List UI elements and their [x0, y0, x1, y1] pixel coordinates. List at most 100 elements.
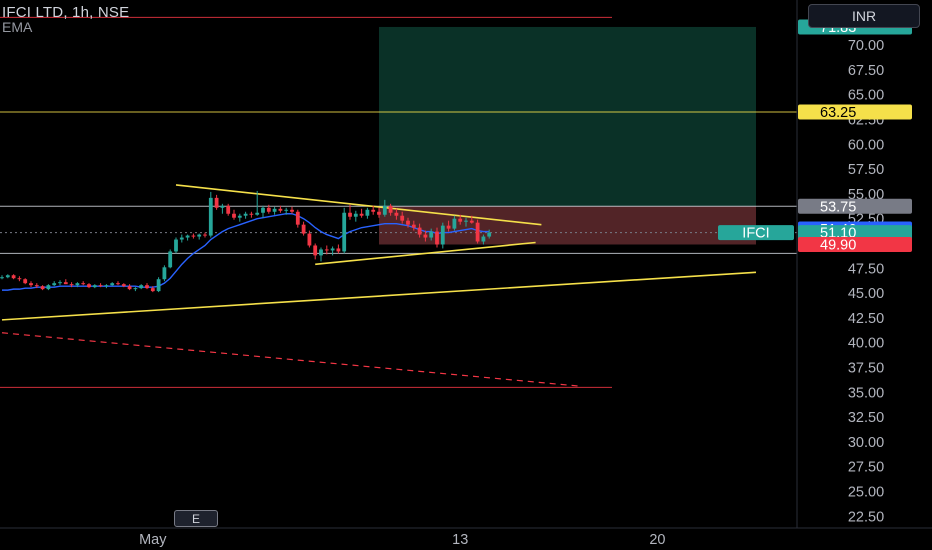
- candle-body: [63, 282, 68, 285]
- candle-body: [359, 213, 364, 216]
- price-tag-box: [798, 236, 912, 252]
- candle-body: [272, 208, 277, 212]
- candle-body: [145, 285, 149, 289]
- price-tick-label: 25.00: [848, 485, 884, 501]
- candle-body: [29, 283, 33, 286]
- candle-body: [23, 279, 28, 284]
- price-tag-box: [798, 104, 912, 120]
- candle-body: [249, 213, 254, 215]
- candle-body: [11, 275, 16, 279]
- candle-body: [156, 279, 161, 292]
- candle-body: [348, 212, 352, 217]
- price-tick-label: 45.00: [848, 286, 884, 302]
- candle-body: [266, 207, 271, 212]
- candle-body: [295, 211, 300, 225]
- trend-line: [315, 241, 536, 266]
- candle-body: [411, 224, 416, 228]
- candle-body: [406, 220, 410, 225]
- candle-body: [353, 213, 358, 217]
- price-tag-box: [798, 225, 912, 241]
- trend-lines: [1, 184, 757, 387]
- trend-line: [175, 184, 542, 226]
- price-tick-label: 65.00: [848, 88, 884, 104]
- candle-body: [452, 218, 457, 229]
- time-tick-label: 13: [452, 532, 468, 548]
- candle-body: [203, 234, 207, 236]
- candle-body: [179, 237, 184, 240]
- candle-body: [394, 212, 399, 216]
- candle-body: [284, 209, 289, 211]
- price-axis[interactable]: 70.0067.5065.0062.5060.0057.5055.0052.50…: [796, 0, 932, 550]
- candle-body: [301, 224, 306, 234]
- candle-body: [58, 282, 62, 284]
- price-tick-label: 47.50: [848, 261, 884, 277]
- candle-body: [185, 235, 190, 238]
- trend-line: [1, 271, 757, 321]
- candle-body: [319, 249, 323, 256]
- candle-body: [110, 283, 115, 286]
- candle-body: [232, 213, 236, 218]
- candle-body: [150, 288, 155, 292]
- time-axis[interactable]: May 13 20: [0, 527, 932, 548]
- candle-body: [168, 251, 173, 268]
- goto-date-button[interactable]: E: [174, 510, 218, 527]
- candle-body: [435, 231, 439, 245]
- candle-body: [313, 245, 318, 256]
- candle-body: [46, 285, 51, 290]
- candle-body: [487, 232, 492, 237]
- price-tag-label: 53.75: [820, 199, 856, 215]
- candle-body: [278, 208, 283, 211]
- candle-body: [475, 222, 480, 242]
- position-zones: [379, 26, 756, 245]
- candle-body: [17, 278, 22, 280]
- candle-body: [121, 284, 126, 287]
- time-tick-label: 20: [649, 532, 665, 548]
- candle-body: [307, 233, 312, 246]
- candle-body: [52, 283, 57, 286]
- candle-body: [481, 236, 486, 242]
- candle-body: [75, 283, 80, 286]
- time-tick-label: May: [139, 532, 167, 548]
- price-tick-label: 35.00: [848, 385, 884, 401]
- candle-body: [98, 285, 103, 287]
- price-tag-box: [798, 198, 912, 214]
- price-tick-label: 27.50: [848, 460, 884, 476]
- candle-body: [208, 197, 213, 236]
- candle-body: [365, 209, 370, 216]
- candle-body: [446, 225, 451, 229]
- indicator-label[interactable]: EMA: [2, 19, 33, 35]
- symbol-tag-box: [718, 225, 794, 241]
- candle-body: [377, 211, 381, 215]
- price-tick-label: 60.00: [848, 137, 884, 153]
- price-tick-label: 32.50: [848, 410, 884, 426]
- candle-body: [214, 197, 219, 208]
- chart-title: IFCI LTD, 1h, NSE: [2, 4, 130, 21]
- candle-body: [429, 231, 434, 238]
- candle-body: [220, 205, 225, 208]
- candle-body: [342, 212, 347, 252]
- candle-body: [5, 275, 10, 278]
- candle-body: [116, 283, 120, 285]
- candle-body: [417, 227, 422, 235]
- candle-body: [243, 213, 248, 216]
- candle-body: [371, 209, 376, 212]
- candle-body: [237, 215, 242, 218]
- candle-body: [464, 220, 468, 222]
- candle-body: [40, 286, 45, 290]
- candle-body: [81, 283, 86, 285]
- candle-body: [174, 239, 178, 252]
- candle-body: [87, 284, 91, 288]
- candle-body: [400, 215, 405, 221]
- price-tick-label: 70.00: [848, 38, 884, 54]
- price-axis-bg: [797, 0, 932, 550]
- price-tick-label: 22.50: [848, 509, 884, 525]
- candle-body: [290, 209, 294, 212]
- price-tag-label: 49.90: [820, 237, 856, 253]
- currency-button[interactable]: INR: [808, 4, 920, 28]
- candle-body: [191, 235, 196, 237]
- candle-body: [133, 288, 138, 290]
- price-tick-label: 40.00: [848, 336, 884, 352]
- candle-body: [458, 218, 463, 222]
- candle-body: [336, 248, 341, 252]
